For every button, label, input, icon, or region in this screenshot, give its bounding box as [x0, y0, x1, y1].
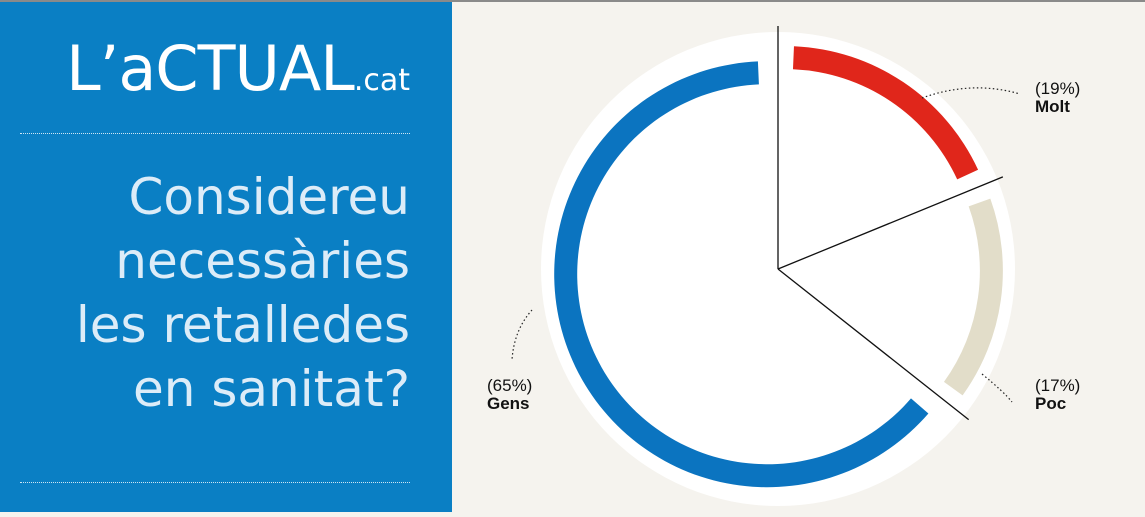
question-line: Considereu	[128, 168, 410, 226]
slice-gens	[554, 61, 929, 488]
brand-domain: .cat	[353, 63, 410, 98]
poc-label: (17%) Poc	[1035, 377, 1080, 413]
gens-percent: (65%)	[487, 376, 533, 395]
question-line: necessàries	[115, 232, 410, 290]
molt-name: Molt	[1035, 97, 1070, 116]
slice-poc	[943, 198, 1003, 396]
gens-label: (65%) Gens	[487, 377, 532, 413]
top-rule	[0, 0, 1145, 2]
slice-divider-line	[777, 176, 1004, 270]
donut-chart-area: (19%) Molt (17%) Poc (65%) Gens	[452, 2, 1145, 512]
slice-molt	[792, 46, 979, 180]
question-line: les retalledes	[75, 296, 410, 354]
brand-logo: L’aCTUAL.cat	[66, 32, 410, 105]
poc-leader-line	[981, 373, 1013, 403]
question-title: Considereu necessàries les retalledes en…	[76, 165, 410, 421]
divider-top	[20, 133, 410, 134]
donut-chart	[511, 26, 1021, 506]
brand-name: L’aCTUAL	[66, 32, 355, 105]
slice-divider-line	[777, 268, 970, 421]
molt-label: (19%) Molt	[1035, 80, 1080, 116]
title-panel: L’aCTUAL.cat Considereu necessàries les …	[0, 2, 452, 512]
divider-bottom	[20, 482, 410, 483]
gens-name: Gens	[487, 394, 530, 413]
question-line: en sanitat?	[132, 360, 410, 418]
molt-leader-line	[921, 87, 1021, 99]
poc-name: Poc	[1035, 394, 1067, 413]
poc-percent: (17%)	[1035, 376, 1081, 395]
gens-leader-line	[511, 309, 533, 361]
molt-percent: (19%)	[1035, 79, 1081, 98]
